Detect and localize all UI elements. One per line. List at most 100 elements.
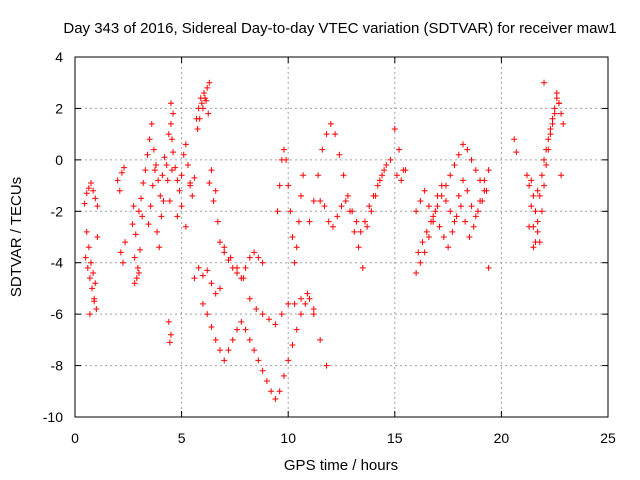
data-point <box>472 167 479 174</box>
data-point <box>464 187 471 194</box>
data-point <box>460 177 467 184</box>
data-point <box>302 300 309 307</box>
data-point <box>560 120 567 127</box>
data-point <box>259 259 266 266</box>
data-point <box>274 208 281 215</box>
data-point <box>536 239 543 246</box>
data-point <box>151 167 158 174</box>
data-point <box>161 154 168 161</box>
data-point <box>118 169 125 176</box>
data-point <box>199 105 206 112</box>
data-point <box>150 146 157 153</box>
plot-frame <box>74 56 609 418</box>
data-point <box>191 174 198 181</box>
data-point <box>280 372 287 379</box>
data-point <box>174 213 181 220</box>
data-point <box>329 223 336 230</box>
data-point <box>532 208 539 215</box>
data-point <box>259 367 266 374</box>
data-point <box>82 254 89 261</box>
data-point <box>468 203 475 210</box>
data-point <box>466 234 473 240</box>
x-tick-label: 20 <box>494 430 510 446</box>
data-point <box>289 342 296 348</box>
y-axis-label: SDTVAR / TECUs <box>8 177 25 297</box>
data-point <box>285 182 292 189</box>
data-point <box>393 172 400 179</box>
data-point <box>351 228 358 235</box>
data-point <box>149 182 156 189</box>
data-point <box>477 177 484 184</box>
data-point <box>468 156 475 163</box>
data-point <box>336 151 343 158</box>
data-point <box>153 162 160 168</box>
data-point <box>148 120 155 127</box>
data-point <box>287 208 294 215</box>
data-point <box>208 167 215 174</box>
data-point <box>359 264 366 271</box>
data-point <box>204 311 211 318</box>
data-point <box>117 249 124 256</box>
x-tick-label: 25 <box>600 430 616 446</box>
data-point <box>182 223 189 230</box>
data-point <box>259 311 266 318</box>
data-point <box>402 167 409 174</box>
data-point <box>347 208 354 215</box>
data-point <box>372 192 379 199</box>
data-point <box>327 120 334 127</box>
data-point <box>285 300 292 307</box>
data-point <box>374 182 381 189</box>
data-point <box>86 275 93 282</box>
data-point <box>530 244 537 251</box>
chart-title: Day 343 of 2016, Sidereal Day-to-day VTE… <box>63 20 616 37</box>
grid-lines <box>75 57 608 417</box>
data-point <box>415 249 422 256</box>
data-point <box>430 213 437 220</box>
data-point <box>523 172 530 179</box>
data-point <box>536 192 543 199</box>
data-point <box>170 149 177 156</box>
data-point <box>212 290 219 297</box>
data-point <box>310 306 317 312</box>
data-point <box>442 182 449 189</box>
data-point <box>165 131 172 138</box>
data-point <box>315 172 322 179</box>
data-point <box>436 223 443 230</box>
data-point <box>234 326 241 333</box>
data-point <box>204 267 211 274</box>
y-tick-label: -2 <box>51 203 64 219</box>
data-point <box>545 146 552 153</box>
data-point <box>457 203 464 210</box>
data-point <box>242 326 249 333</box>
data-point <box>163 162 170 168</box>
data-point <box>272 321 279 328</box>
data-point <box>396 146 403 153</box>
data-point <box>255 254 262 261</box>
data-point <box>526 182 533 189</box>
data-point <box>216 285 223 292</box>
data-point <box>447 208 454 215</box>
data-point <box>167 120 174 127</box>
data-point <box>268 388 275 395</box>
data-point <box>130 203 137 210</box>
data-point <box>323 131 330 138</box>
data-point <box>202 95 209 102</box>
data-point <box>206 180 213 186</box>
data-point <box>553 95 560 102</box>
data-point <box>534 218 541 225</box>
data-point <box>206 79 213 86</box>
data-point <box>145 221 152 228</box>
data-point <box>158 213 165 220</box>
data-point <box>221 244 228 251</box>
data-point <box>451 162 458 168</box>
data-point <box>276 182 283 189</box>
data-points <box>81 79 567 402</box>
data-point <box>90 187 97 194</box>
data-point <box>455 192 462 199</box>
data-point <box>225 347 232 354</box>
data-point <box>283 156 290 163</box>
data-point <box>180 151 187 158</box>
data-point <box>214 218 221 225</box>
data-point <box>549 115 556 122</box>
